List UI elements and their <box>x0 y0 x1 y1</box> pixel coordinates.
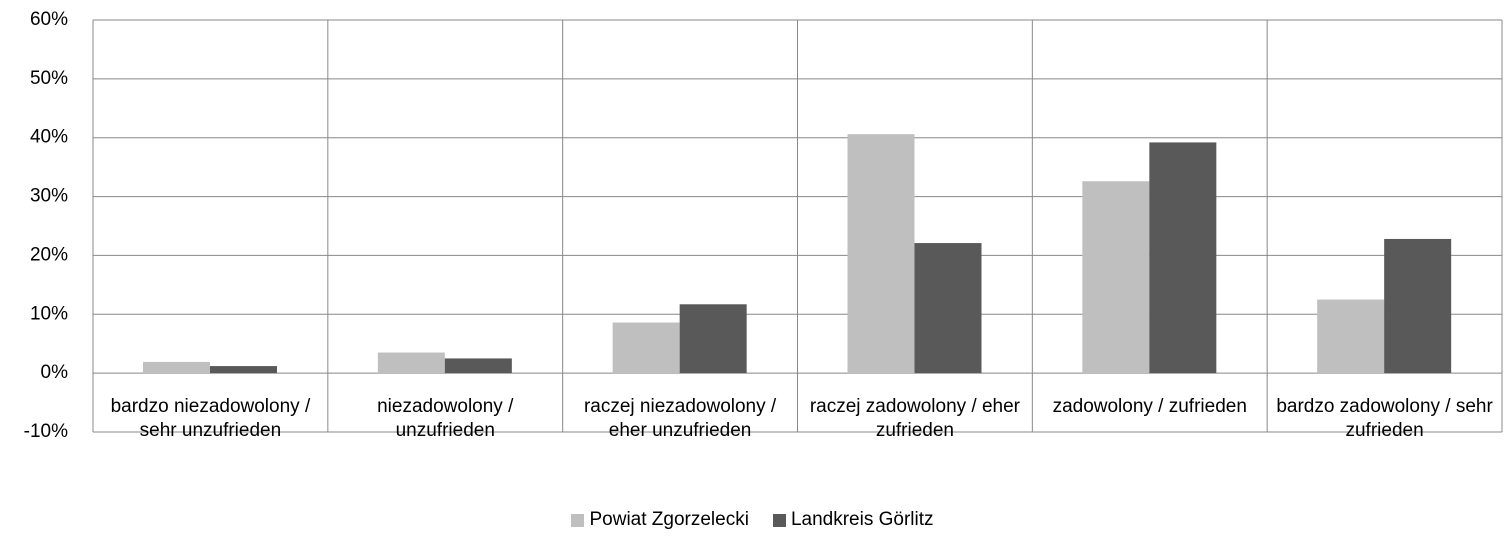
bar <box>444 358 512 374</box>
bar <box>612 322 680 374</box>
bar <box>210 366 277 374</box>
legend-item: Powiat Zgorzelecki <box>571 509 749 531</box>
y-tick-label: 50% <box>30 68 68 89</box>
x-tick-label: raczej zadowolony / eher zufrieden <box>809 396 1020 441</box>
x-tick-label: bardzo zadowolony / sehr zufrieden <box>1276 396 1493 441</box>
legend-swatch <box>772 513 786 527</box>
bar <box>377 352 445 374</box>
y-tick-label: 0% <box>41 362 69 383</box>
x-tick-label: niezadowolony / unzufrieden <box>377 396 514 441</box>
y-tick-label: 40% <box>30 127 68 148</box>
x-tick-label: bardzo niezadowolony / sehr unzufrieden <box>110 396 311 441</box>
y-tick-label: 30% <box>30 186 68 207</box>
bar <box>914 243 982 374</box>
y-tick-label: -10% <box>24 421 68 442</box>
x-tick-label: raczej niezadowolony / eher unzufrieden <box>583 396 777 441</box>
x-tick-label: zadowolony / zufrieden <box>1052 396 1247 417</box>
y-tick-label: 10% <box>30 303 68 324</box>
legend-item: Landkreis Görlitz <box>772 509 934 531</box>
bar <box>1317 299 1385 374</box>
bar <box>847 134 915 374</box>
legend-label: Powiat Zgorzelecki <box>589 509 749 530</box>
legend: Powiat Zgorzelecki Landkreis Görlitz <box>0 509 1505 533</box>
y-tick-label: 20% <box>30 244 68 265</box>
bar <box>1082 181 1150 374</box>
y-tick-label: 60% <box>30 9 68 30</box>
bar <box>143 361 210 374</box>
legend-swatch <box>571 513 585 527</box>
bar <box>1384 238 1452 374</box>
bar <box>1149 142 1217 374</box>
bar <box>679 304 747 374</box>
legend-label: Landkreis Görlitz <box>790 509 934 530</box>
